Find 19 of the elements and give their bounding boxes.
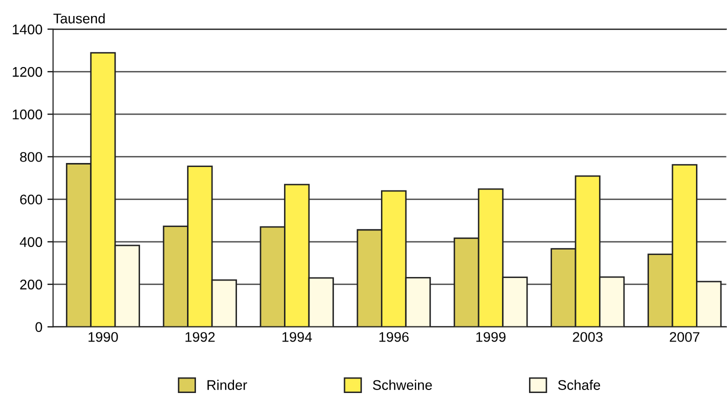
x-tick-label: 1999 [476, 332, 506, 342]
x-tick-label: 2003 [572, 332, 602, 342]
y-tick-label: 400 [20, 237, 42, 247]
y-tick-label: 800 [20, 152, 42, 162]
x-tick-label: 2007 [670, 332, 700, 342]
y-tick-label: 0 [35, 322, 42, 332]
legend-label: Rinder [208, 380, 248, 390]
legend-label: Schafe [558, 380, 600, 390]
y-tick-label: 1400 [12, 24, 42, 34]
y-tick-label: 1200 [12, 67, 42, 77]
x-tick-label: 1994 [282, 332, 312, 342]
y-tick-label: 1000 [12, 110, 42, 120]
y-axis-title: Tausend [53, 13, 105, 24]
y-tick-label: 600 [20, 194, 42, 204]
x-tick-label: 1992 [186, 332, 215, 342]
y-tick-label: 200 [20, 280, 42, 290]
x-tick-label: 1996 [379, 332, 409, 342]
x-tick-label: 1990 [88, 332, 118, 342]
legend-label: Schweine [372, 380, 432, 390]
